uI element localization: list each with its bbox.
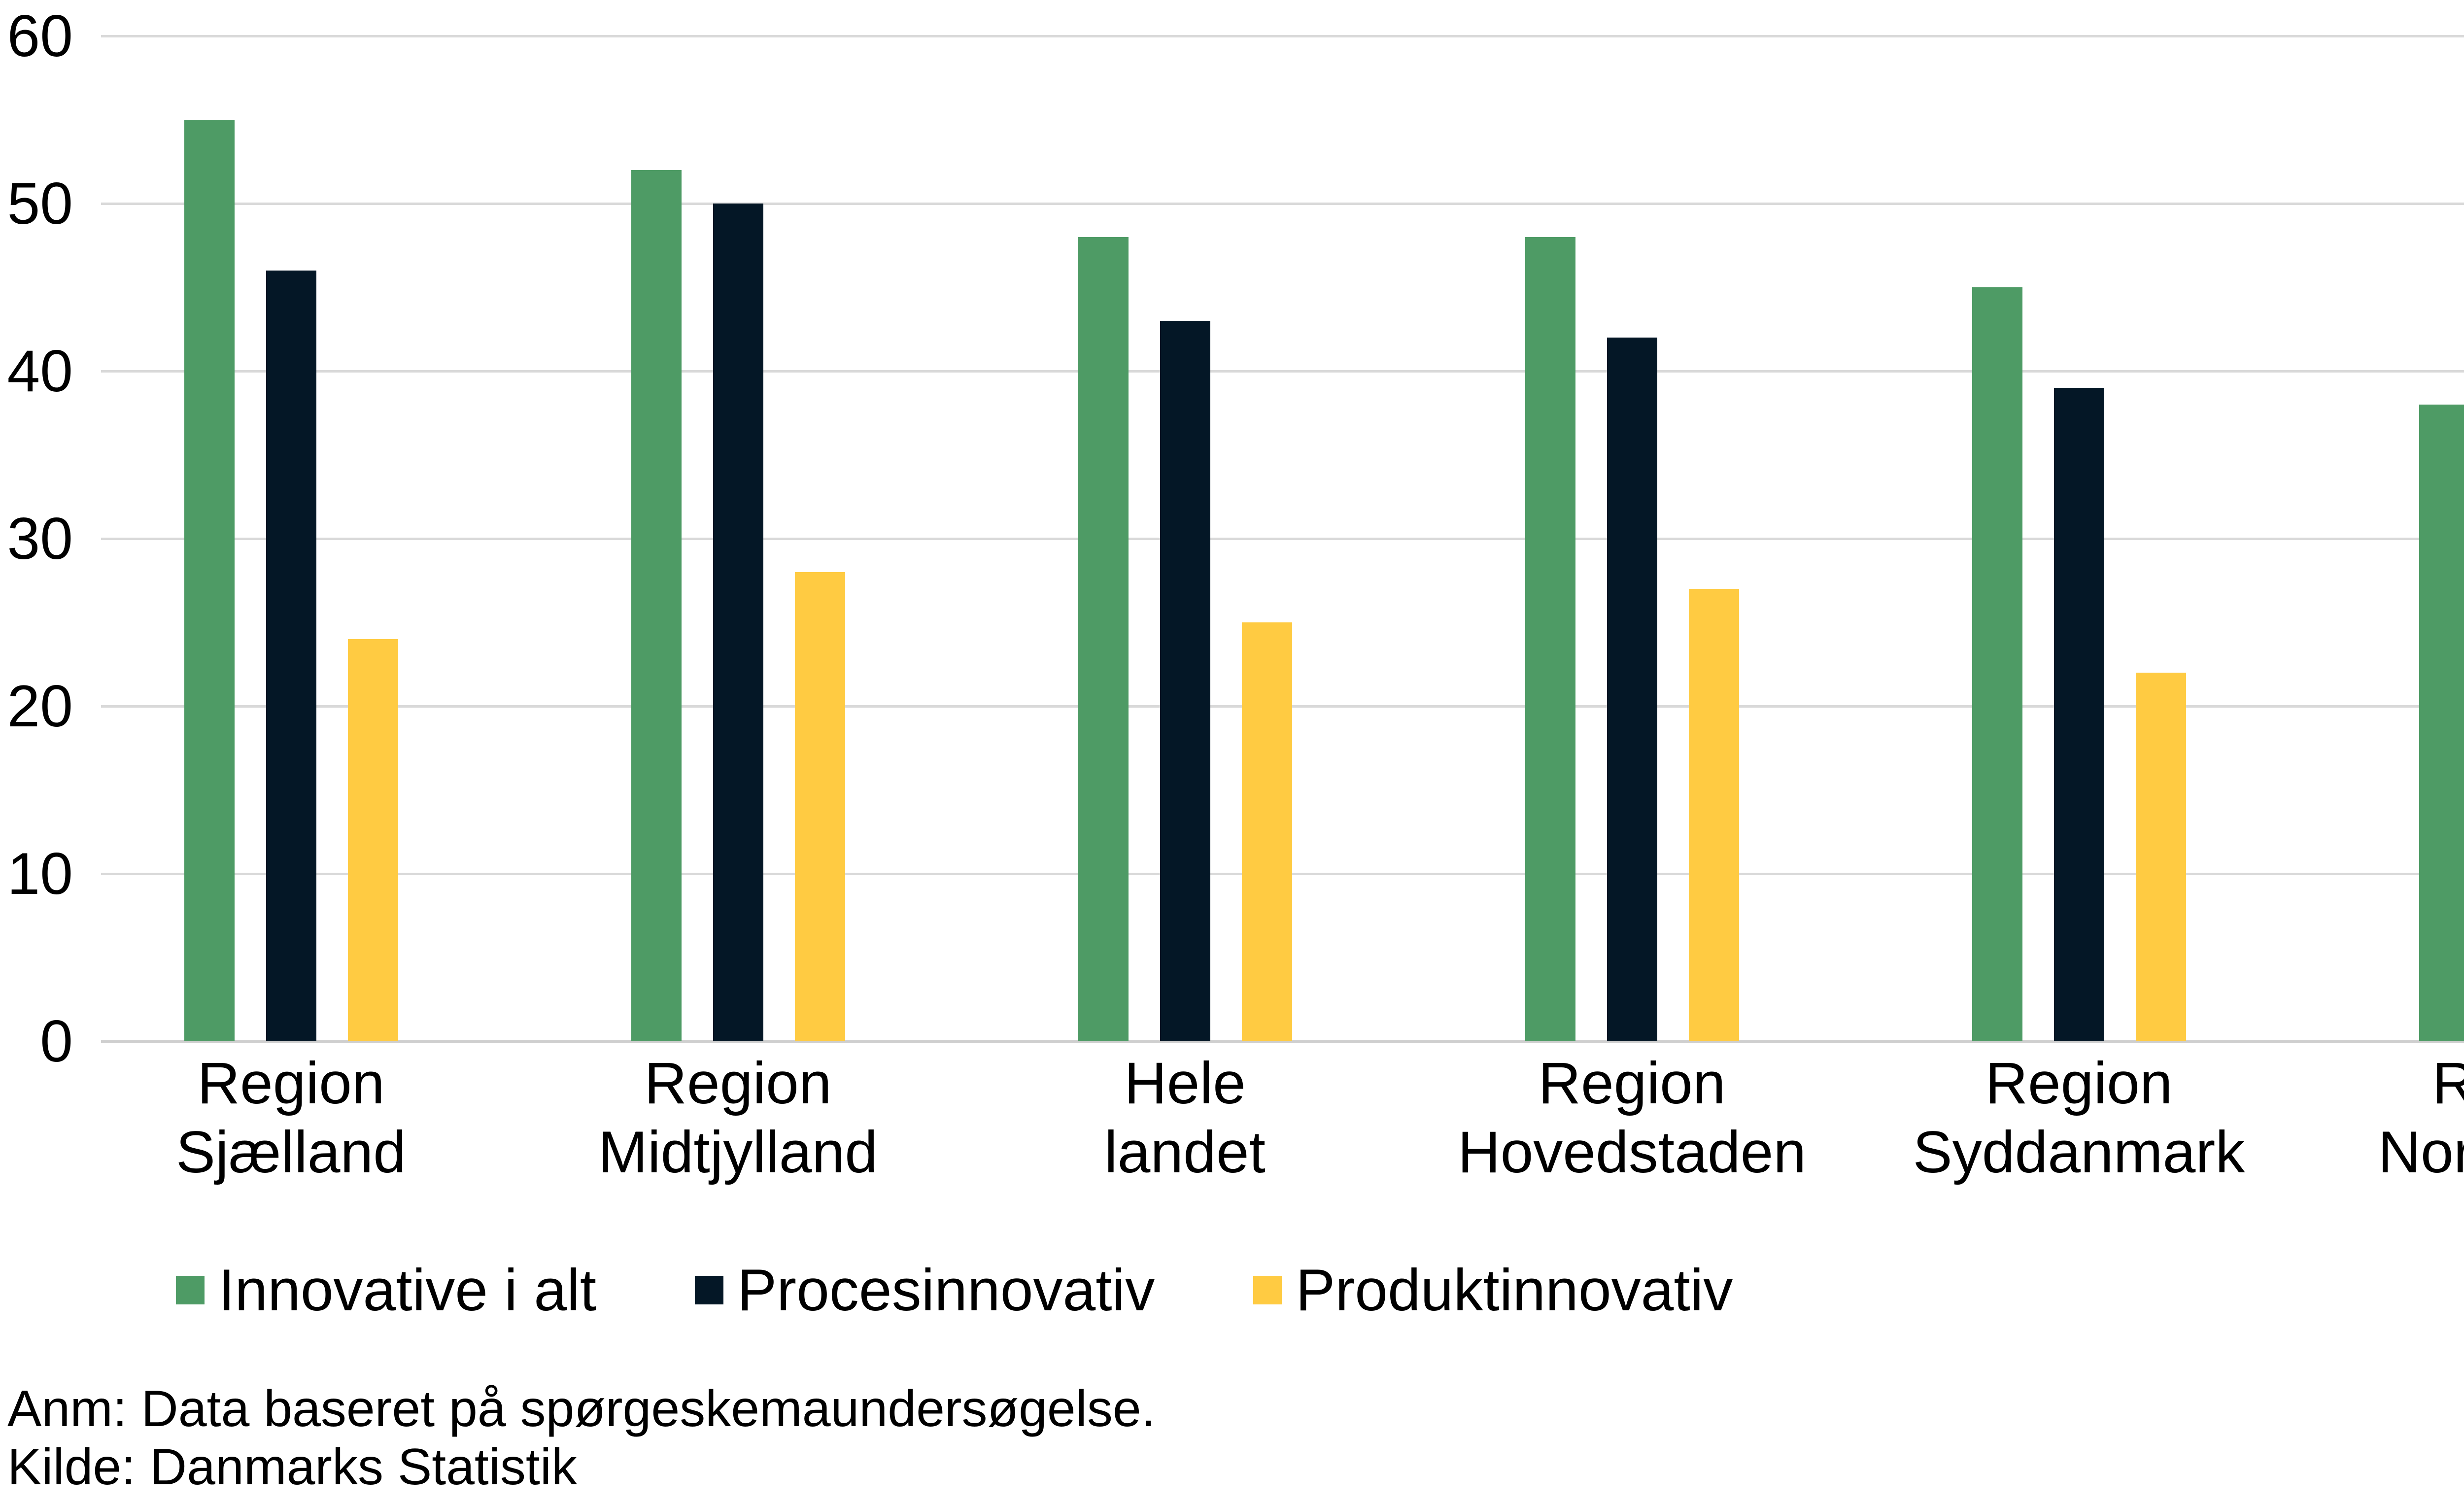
bar-group-1 [68,36,514,1041]
bar-procesinnovativ-group-4 [1607,338,1657,1041]
bar-produktinnovativ-group-1 [347,639,398,1041]
gridline-50 [101,203,2464,205]
category-label-4: Region Hovedstaden [1457,1050,1807,1185]
x-axis-category-labels: Region Sjælland Region Midtjylland Hele la… [68,1049,2464,1187]
legend: Innovative i alt Procesinnovativ Produktin… [176,1258,1733,1322]
footnote-kilde: Kilde: Danmarks Statistik [7,1438,577,1496]
legend-item-produktinnovativ: Produktinnovativ [1253,1258,1733,1322]
bar-innovative-i-alt-group-4 [1525,237,1575,1041]
y-tick-label-10: 10 [7,841,73,907]
y-tick-label-20: 20 [7,673,73,739]
category-label-6: Region Nordjylland [2378,1050,2464,1185]
y-tick-label-50: 50 [7,171,73,237]
y-tick-label-0: 0 [40,1008,73,1074]
bar-produktinnovativ-group-2 [794,572,845,1041]
y-tick-label-60: 60 [7,3,73,69]
bar-innovative-i-alt-group-5 [1972,287,2022,1041]
gridline-60 [101,35,2464,37]
bar-innovative-i-alt-group-3 [1078,237,1129,1041]
gridline-30 [101,538,2464,540]
bar-group-4 [1408,36,1855,1041]
footnotes: Anm: Data baseret på spørgeskemaundersøg… [7,1380,1156,1496]
bar-produktinnovativ-group-5 [2135,673,2186,1041]
plot-area [68,36,2464,1041]
bar-innovative-i-alt-group-2 [631,170,682,1041]
bar-procesinnovativ-group-5 [2053,388,2104,1041]
bar-group-5 [1855,36,2302,1041]
legend-swatch-icon [176,1276,205,1304]
category-label-1: Region Sjælland [176,1050,406,1185]
footnote-anm: Anm: Data baseret på spørgeskemaundersøg… [7,1380,1156,1437]
gridline-40 [101,370,2464,373]
bar-group-2 [514,36,961,1041]
category-label-2: Region Midtjylland [598,1050,878,1185]
legend-label: Produktinnovativ [1296,1257,1733,1323]
bar-innovative-i-alt-group-6 [2419,405,2464,1041]
x-axis-line [101,1040,2464,1043]
bar-procesinnovativ-group-2 [713,204,763,1041]
legend-swatch-icon [1253,1276,1282,1304]
legend-label: Innovative i alt [218,1257,597,1323]
category-label-5: Region Syddanmark [1913,1050,2245,1185]
legend-item-innovative-i-alt: Innovative i alt [176,1258,596,1322]
bar-innovative-i-alt-group-1 [184,120,235,1041]
legend-item-procesinnovativ: Procesinnovativ [695,1258,1155,1322]
y-tick-label-30: 30 [7,506,73,572]
category-label-3: Hele landet [1104,1050,1266,1185]
bar-procesinnovativ-group-1 [266,271,316,1041]
bar-produktinnovativ-group-4 [1688,589,1739,1041]
bar-group-3 [961,36,1408,1041]
legend-swatch-icon [695,1276,724,1304]
bar-group-6 [2302,36,2464,1041]
bar-produktinnovativ-group-3 [1241,622,1292,1041]
legend-label: Procesinnovativ [737,1257,1155,1323]
y-tick-label-40: 40 [7,338,73,404]
bar-procesinnovativ-group-3 [1160,321,1210,1041]
